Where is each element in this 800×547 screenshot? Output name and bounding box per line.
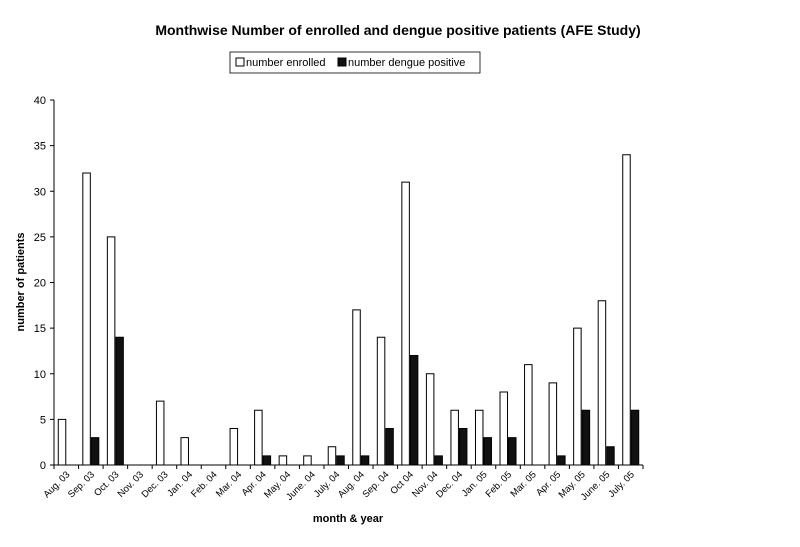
bar-enrolled bbox=[303, 455, 312, 466]
y-axis-label: number of patients bbox=[15, 232, 27, 331]
bar-dengue-positive bbox=[360, 455, 370, 466]
bar-enrolled bbox=[254, 409, 263, 466]
legend-swatch-dengue bbox=[337, 57, 347, 67]
bar-enrolled bbox=[524, 364, 533, 466]
x-tick-label: Sep. 03 bbox=[66, 469, 97, 500]
x-tick-label: Dec. 04 bbox=[434, 469, 465, 500]
x-axis-label: month & year bbox=[313, 513, 384, 525]
bar-dengue-positive bbox=[385, 428, 394, 466]
bar-dengue-positive bbox=[630, 409, 640, 466]
y-tick-label: 35 bbox=[34, 141, 46, 153]
bar-enrolled bbox=[474, 409, 484, 466]
bar-enrolled bbox=[57, 418, 67, 466]
bar-enrolled bbox=[425, 373, 435, 466]
bar-enrolled bbox=[82, 172, 91, 466]
bar-dengue-positive bbox=[581, 409, 591, 466]
bar-dengue-positive bbox=[458, 428, 468, 466]
bar-dengue-positive bbox=[557, 455, 566, 466]
bar-enrolled bbox=[106, 236, 116, 466]
bar-dengue-positive bbox=[262, 455, 272, 466]
bar-enrolled bbox=[548, 382, 558, 466]
bar-enrolled bbox=[401, 181, 410, 466]
x-tick-label: Feb. 05 bbox=[484, 469, 515, 500]
legend-box bbox=[229, 51, 481, 74]
bar-enrolled bbox=[573, 327, 582, 466]
bar-enrolled bbox=[597, 300, 607, 466]
bar-dengue-positive bbox=[483, 437, 492, 466]
bar-enrolled bbox=[376, 336, 386, 466]
y-tick-label: 5 bbox=[40, 414, 46, 426]
legend-swatch-enrolled bbox=[235, 57, 245, 67]
x-tick-label: Dec. 03 bbox=[140, 469, 171, 500]
y-tick-label: 10 bbox=[34, 369, 46, 381]
legend-label-dengue: number dengue positive bbox=[348, 57, 465, 69]
bar-enrolled bbox=[229, 428, 239, 466]
x-tick-label: Mar. 05 bbox=[508, 469, 538, 499]
bar-enrolled bbox=[180, 437, 189, 466]
x-tick-label: Mar. 04 bbox=[214, 469, 244, 499]
bar-dengue-positive bbox=[336, 455, 345, 466]
x-tick-label: Feb. 04 bbox=[189, 469, 220, 500]
bar-enrolled bbox=[155, 400, 165, 466]
bar-dengue-positive bbox=[115, 336, 124, 466]
legend: number enrolled number dengue positive bbox=[229, 51, 481, 74]
bar-enrolled bbox=[352, 309, 361, 466]
bar-dengue-positive bbox=[90, 437, 100, 466]
y-tick-label: 20 bbox=[34, 278, 46, 290]
bar-dengue-positive bbox=[606, 446, 615, 466]
bar-enrolled bbox=[327, 446, 337, 466]
y-tick-label: 30 bbox=[34, 186, 46, 198]
bar-enrolled bbox=[278, 455, 288, 466]
x-tick-label: Sep. 04 bbox=[360, 469, 391, 500]
bar-dengue-positive bbox=[409, 355, 419, 466]
legend-label-enrolled: number enrolled bbox=[246, 57, 326, 69]
y-tick-label: 0 bbox=[40, 460, 46, 472]
x-tick-label: July. 05 bbox=[606, 469, 636, 499]
bar-enrolled bbox=[499, 391, 509, 466]
y-tick-label: 15 bbox=[34, 323, 46, 335]
y-tick-label: 40 bbox=[34, 95, 46, 107]
bar-enrolled bbox=[450, 409, 459, 466]
chart-title: Monthwise Number of enrolled and dengue … bbox=[155, 22, 640, 38]
bar-dengue-positive bbox=[508, 437, 517, 466]
y-tick-label: 25 bbox=[34, 232, 46, 244]
bar-dengue-positive bbox=[434, 455, 443, 466]
bar-enrolled bbox=[622, 154, 631, 466]
